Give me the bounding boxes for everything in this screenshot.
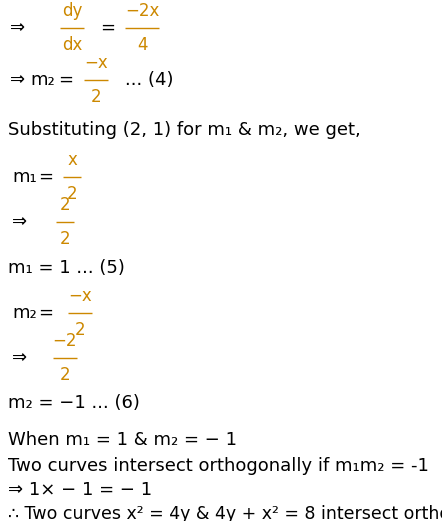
Text: −2x: −2x	[125, 2, 159, 20]
Text: =: =	[38, 168, 53, 186]
Text: −2: −2	[53, 332, 77, 350]
Text: −x: −x	[84, 54, 108, 72]
Text: x: x	[67, 151, 77, 169]
Text: m₂: m₂	[12, 304, 37, 322]
Text: 2: 2	[67, 185, 77, 203]
Text: ... (4): ... (4)	[125, 71, 174, 89]
Text: =: =	[100, 19, 115, 37]
Text: ⇒: ⇒	[12, 213, 27, 231]
Text: ⇒: ⇒	[10, 71, 25, 89]
Text: 2: 2	[60, 366, 70, 384]
Text: m₁: m₁	[12, 168, 37, 186]
Text: 4: 4	[137, 36, 147, 54]
Text: =: =	[58, 71, 73, 89]
Text: m₁ = 1 ... (5): m₁ = 1 ... (5)	[8, 259, 125, 277]
Text: dy: dy	[62, 2, 82, 20]
Text: m₂: m₂	[30, 71, 55, 89]
Text: 2: 2	[60, 230, 70, 248]
Text: dx: dx	[62, 36, 82, 54]
Text: Substituting (2, 1) for m₁ & m₂, we get,: Substituting (2, 1) for m₁ & m₂, we get,	[8, 121, 361, 139]
Text: 2: 2	[60, 196, 70, 214]
Text: 2: 2	[75, 321, 85, 339]
Text: ⇒: ⇒	[12, 349, 27, 367]
Text: −x: −x	[68, 287, 92, 305]
Text: =: =	[38, 304, 53, 322]
Text: ∴ Two curves x² = 4y & 4y + x² = 8 intersect orthogonally.: ∴ Two curves x² = 4y & 4y + x² = 8 inter…	[8, 505, 442, 521]
Text: m₂ = −1 ... (6): m₂ = −1 ... (6)	[8, 394, 140, 412]
Text: ⇒ 1× − 1 = − 1: ⇒ 1× − 1 = − 1	[8, 481, 152, 499]
Text: When m₁ = 1 & m₂ = − 1: When m₁ = 1 & m₂ = − 1	[8, 431, 237, 449]
Text: 2: 2	[91, 88, 101, 106]
Text: Two curves intersect orthogonally if m₁m₂ = -1: Two curves intersect orthogonally if m₁m…	[8, 457, 429, 475]
Text: ⇒: ⇒	[10, 19, 25, 37]
